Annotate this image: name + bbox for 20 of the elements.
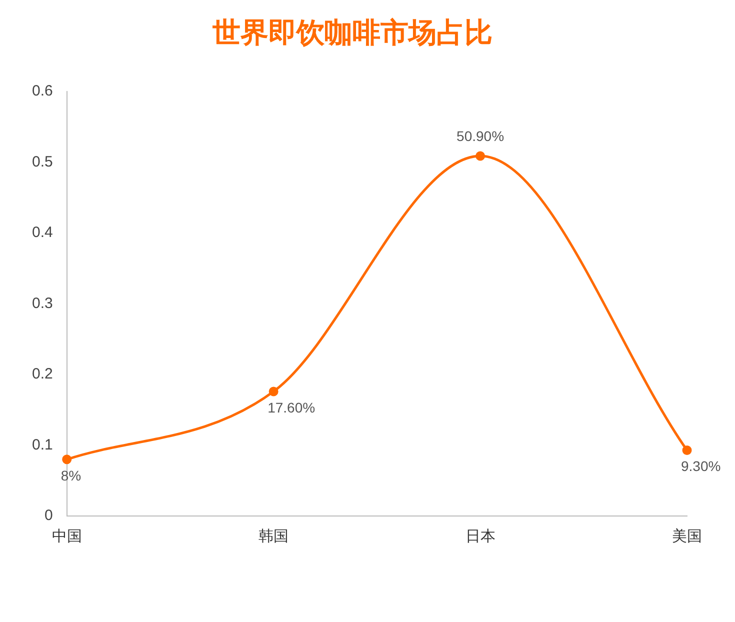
y-tick-label: 0.1 bbox=[32, 436, 53, 454]
y-tick-label: 0.3 bbox=[32, 294, 53, 312]
y-tick-label: 0 bbox=[44, 507, 53, 524]
data-label: 8% bbox=[60, 467, 82, 484]
y-tick-label: 0.2 bbox=[32, 366, 53, 383]
point bbox=[62, 454, 72, 464]
x-tick-label: 韩国 bbox=[258, 526, 289, 545]
y-tick-label: 0.5 bbox=[32, 153, 53, 170]
data-label: 50.90% bbox=[456, 128, 504, 144]
x-tick-label: 日本 bbox=[465, 526, 496, 545]
chart-title: 世界即饮咖啡市场占比 bbox=[212, 16, 492, 50]
point bbox=[476, 151, 486, 161]
x-tick-label: 美国 bbox=[672, 526, 702, 545]
data-label: 17.60% bbox=[268, 399, 316, 416]
x-tick-label: 中国 bbox=[52, 526, 82, 545]
point bbox=[268, 386, 278, 396]
y-tick-label: 0.4 bbox=[32, 224, 53, 242]
data-label: 9.30% bbox=[681, 458, 721, 474]
point bbox=[682, 445, 692, 455]
y-tick-label: 0.6 bbox=[32, 82, 53, 100]
